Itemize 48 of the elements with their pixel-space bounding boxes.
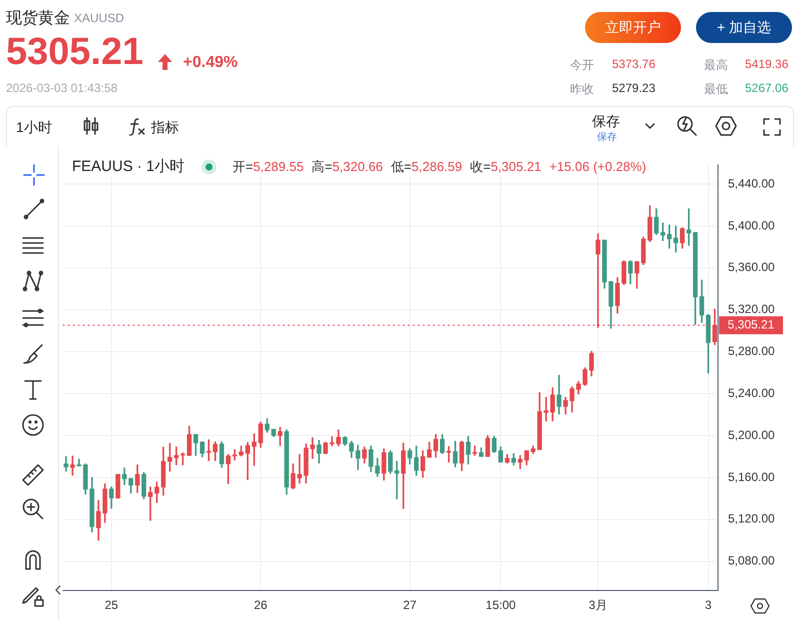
ref-line-label: 5,305.21: [728, 318, 775, 332]
y-tick-label: 5,200.00: [728, 428, 776, 442]
annotation: 5,289.55: [253, 158, 304, 174]
text: 今开: [570, 57, 594, 74]
y-tick-label: 5,440.00: [728, 176, 776, 190]
text: 保存: [597, 131, 617, 144]
x-tick-label: 26: [254, 598, 268, 612]
y-tick-label: 5,160.00: [728, 470, 776, 484]
text: 2026-03-03 01:43:58: [6, 81, 118, 95]
y-tick-label: 5,400.00: [728, 218, 776, 232]
annotation: 5,320.66: [332, 158, 383, 174]
x-tick-label: 15:00: [486, 598, 516, 612]
y-tick-label: 5,320.00: [728, 302, 776, 316]
annotation: +15.06 (+0.28%): [549, 159, 646, 174]
text: 5305.21: [6, 31, 144, 74]
text: 5419.36: [745, 57, 788, 71]
x-tick-label: 3: [704, 598, 712, 612]
text: 立即开户: [585, 12, 681, 43]
y-tick-label: 5,240.00: [728, 386, 776, 400]
text: 最低: [704, 81, 728, 98]
y-tick-label: 5,080.00: [728, 554, 776, 568]
text: 指标: [151, 119, 179, 137]
text: 最高: [704, 57, 728, 74]
y-tick-label: 5,120.00: [728, 512, 776, 526]
candlestick: [70, 456, 75, 476]
x-tick-label: 27: [403, 598, 417, 612]
chart-title: 现货黄金: [6, 8, 70, 29]
text: 1小时: [16, 119, 52, 137]
chart-subtitle: XAUUSD: [74, 11, 124, 25]
x-tick-label: 3月: [588, 598, 608, 612]
text: 昨收: [570, 81, 594, 98]
text: 5279.23: [612, 81, 656, 95]
text: 5373.76: [612, 57, 656, 71]
annotation: 5,286.59: [412, 158, 462, 174]
y-tick-label: 5,360.00: [728, 260, 776, 274]
text: +0.49%: [183, 54, 238, 72]
candlestick: [64, 456, 68, 472]
annotation: 开=: [232, 158, 254, 174]
x-tick-label: 25: [104, 598, 118, 612]
annotation: 高=: [312, 158, 332, 174]
annotation: FEAUUS · 1小时: [72, 157, 185, 176]
text: 保存: [592, 113, 620, 131]
annotation: 收=: [470, 158, 491, 174]
annotation: 5,305.21: [490, 158, 542, 174]
text: + 加自选: [696, 12, 792, 43]
text: 5267.06: [745, 81, 788, 95]
y-tick-label: 5,280.00: [728, 344, 776, 358]
annotation: 低=: [390, 158, 412, 174]
